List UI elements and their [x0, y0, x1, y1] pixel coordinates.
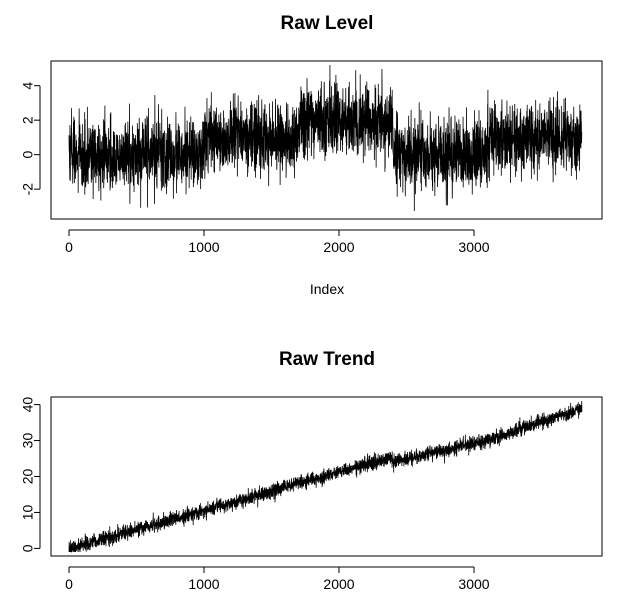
y-tick-label: -2 [20, 183, 36, 196]
y-axis-raw-level: -2 0 2 4 [20, 82, 41, 196]
x-tick-label: 3000 [458, 576, 489, 592]
y-tick-label: 4 [20, 82, 36, 90]
plot-frame-raw-level [50, 60, 603, 220]
x-axis-label-raw-level: Index [310, 281, 344, 297]
chart-title-raw-level: Raw Level [281, 13, 374, 34]
x-tick-label: 0 [65, 239, 73, 255]
x-tick-label: 2000 [323, 576, 354, 592]
x-axis-raw-trend: 0 1000 2000 3000 [65, 566, 490, 592]
series-line-raw-level [68, 64, 583, 211]
y-tick-label: 10 [20, 504, 36, 520]
x-tick-label: 2000 [323, 239, 354, 255]
y-tick-label: 0 [20, 544, 36, 552]
x-tick-label: 3000 [458, 239, 489, 255]
y-tick-label: 0 [20, 151, 36, 159]
x-tick-label: 0 [65, 576, 73, 592]
y-tick-label: 30 [20, 433, 36, 449]
series-raw-level [68, 64, 583, 211]
plot-frame-raw-trend [50, 396, 603, 557]
series-raw-trend [68, 400, 583, 553]
chart-title-raw-trend: Raw Trend [279, 349, 375, 370]
y-tick-label: 40 [20, 397, 36, 413]
x-axis-raw-level: 0 1000 2000 3000 [65, 229, 490, 255]
series-line-raw-trend [68, 400, 583, 553]
panel-raw-trend: Raw Trend 0 1000 2000 3000 0 10 20 30 40 [20, 349, 603, 592]
x-tick-label: 1000 [188, 239, 219, 255]
y-axis-raw-trend: 0 10 20 30 40 [20, 397, 41, 552]
y-tick-label: 20 [20, 469, 36, 485]
x-tick-label: 1000 [188, 576, 219, 592]
panel-raw-level: Raw Level 0 1000 2000 3000 -2 0 2 4 Index [20, 13, 603, 297]
y-tick-label: 2 [20, 116, 36, 124]
